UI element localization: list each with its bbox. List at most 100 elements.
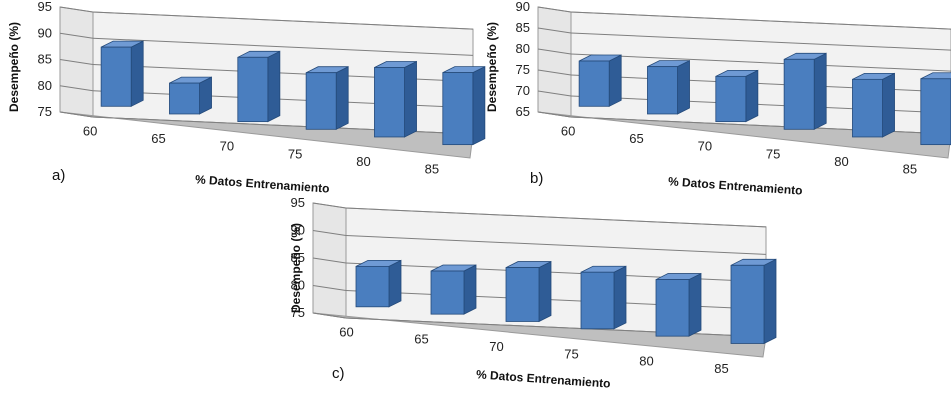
bar-side xyxy=(267,50,281,123)
panel-label: a) xyxy=(52,167,65,184)
gridline-side xyxy=(312,285,347,291)
gridline xyxy=(345,235,767,255)
bar-front xyxy=(920,78,951,146)
bar-front xyxy=(100,46,132,107)
y-tick-label: 80 xyxy=(38,78,52,93)
bar-front xyxy=(578,60,610,107)
bar-front xyxy=(580,271,615,330)
y-tick-label: 90 xyxy=(291,223,305,238)
y-tick-label: 80 xyxy=(291,278,305,293)
gridline-side xyxy=(59,111,94,118)
gridline-side xyxy=(537,6,572,13)
bar-front xyxy=(505,267,540,322)
bar xyxy=(169,76,212,115)
bar xyxy=(852,72,895,138)
gridline-side xyxy=(312,230,347,236)
x-tick-label: 85 xyxy=(903,162,917,177)
bar-front xyxy=(430,270,465,315)
y-tick-label: 65 xyxy=(516,104,530,119)
gridline xyxy=(570,32,951,51)
gridline-side xyxy=(312,257,347,264)
y-axis-label: Desempeño (%) xyxy=(485,22,499,112)
x-tick-label: 75 xyxy=(766,146,780,161)
y-tick-label: 95 xyxy=(291,195,305,210)
bar xyxy=(355,259,402,308)
gridline xyxy=(92,11,474,30)
bar-side xyxy=(463,264,477,315)
gridline-side xyxy=(59,6,94,13)
x-tick-label: 65 xyxy=(629,131,643,146)
bar xyxy=(100,40,144,107)
x-tick-label: 70 xyxy=(698,139,712,154)
bar-side xyxy=(404,60,417,138)
x-tick-label: 85 xyxy=(425,162,439,177)
gridline-side xyxy=(537,111,572,118)
bar-side xyxy=(388,259,402,308)
y-tick-label: 70 xyxy=(516,83,530,98)
bar-side xyxy=(688,272,702,337)
gridline-side xyxy=(312,312,347,319)
bar xyxy=(715,69,759,123)
gridline-side xyxy=(537,27,572,34)
bar-front xyxy=(442,72,474,146)
bar-front xyxy=(374,67,405,138)
y-tick-label: 85 xyxy=(38,52,52,67)
gridline xyxy=(345,317,767,338)
bar xyxy=(783,52,827,130)
bar-side xyxy=(763,258,777,345)
bar-side xyxy=(882,72,895,138)
bar xyxy=(580,265,627,330)
panel-label: c) xyxy=(332,365,345,382)
y-tick-label: 75 xyxy=(516,62,530,77)
gridline-side xyxy=(537,48,572,55)
x-tick-label: 75 xyxy=(288,146,302,161)
x-axis-label: % Datos Entrenamiento xyxy=(195,172,330,195)
y-tick-label: 95 xyxy=(38,0,52,14)
bar-side xyxy=(608,54,622,107)
bar xyxy=(730,258,777,345)
bar xyxy=(237,50,281,123)
x-tick-label: 60 xyxy=(83,123,97,138)
bar-front xyxy=(783,58,815,130)
x-tick-label: 80 xyxy=(356,154,370,169)
y-tick-label: 90 xyxy=(516,0,530,14)
x-tick-label: 70 xyxy=(220,139,234,154)
bar-front xyxy=(647,66,678,115)
bar-side xyxy=(677,59,690,115)
y-tick-label: 85 xyxy=(516,20,530,35)
bar xyxy=(920,72,951,146)
x-tick-label: 60 xyxy=(561,123,575,138)
bar xyxy=(655,272,702,337)
x-axis-label: % Datos Entrenamiento xyxy=(668,174,803,197)
y-tick-label: 80 xyxy=(516,41,530,56)
x-tick-label: 80 xyxy=(639,354,653,369)
chart-a: 75 80 85 90 95 60 65 70 75 80 85 Desempeño (%) % Dat… xyxy=(7,0,486,196)
bar-side xyxy=(813,52,827,130)
gridline xyxy=(345,207,767,228)
chart-b: 65 70 75 80 85 90 60 65 70 75 80 85 Desempeño (%) % D… xyxy=(485,0,951,198)
bar xyxy=(374,60,417,138)
gridline-side xyxy=(537,69,572,76)
y-tick-label: 75 xyxy=(38,104,52,119)
bar-front xyxy=(730,264,765,344)
x-tick-label: 85 xyxy=(714,361,728,376)
gridline-side xyxy=(537,90,572,97)
bar-front xyxy=(355,265,390,308)
plot-side-wall xyxy=(537,6,572,118)
x-tick-label: 80 xyxy=(834,154,848,169)
gridline xyxy=(570,53,951,72)
bar-front xyxy=(715,75,747,123)
bar-side xyxy=(472,65,486,146)
x-axis-label: % Datos Entrenamiento xyxy=(476,367,611,390)
gridline-side xyxy=(59,59,94,65)
bar-side xyxy=(745,69,759,123)
bar-front xyxy=(237,56,269,123)
bar xyxy=(647,59,690,115)
panel-label: b) xyxy=(530,170,543,187)
gridline-side xyxy=(312,202,347,209)
bar xyxy=(578,54,622,107)
bar-side xyxy=(335,66,349,130)
x-tick-label: 75 xyxy=(564,346,578,361)
bar xyxy=(505,260,552,323)
